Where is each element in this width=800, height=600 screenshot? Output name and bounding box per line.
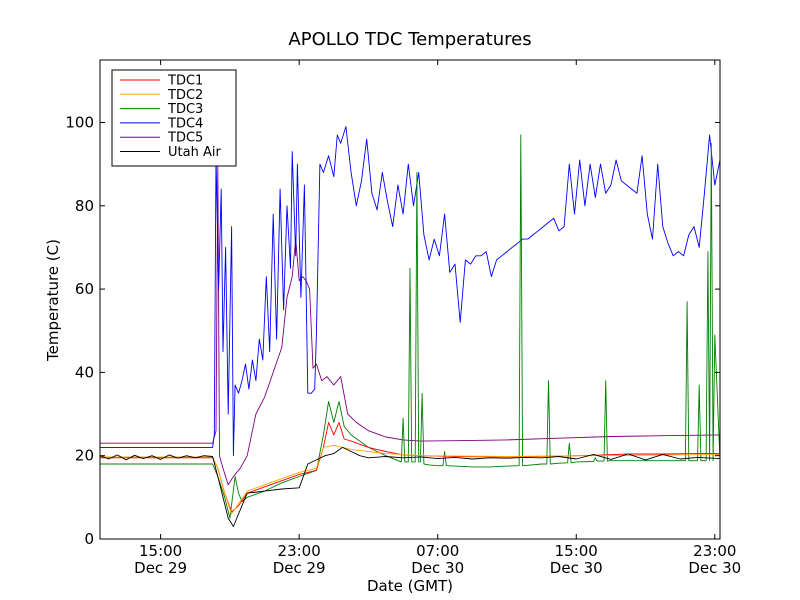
- x-tick-time-label: 15:00: [555, 542, 598, 560]
- series-line-tdc2: [100, 444, 720, 515]
- legend-label: TDC1: [167, 74, 203, 89]
- x-tick-date-label: Dec 30: [411, 559, 464, 577]
- y-axis-title: Temperature (C): [44, 239, 62, 362]
- x-tick-time-label: 23:00: [693, 542, 736, 560]
- x-axis-title: Date (GMT): [367, 577, 453, 595]
- legend-box: [111, 69, 237, 167]
- y-tick-label: 0: [84, 530, 94, 548]
- legend-label: TDC2: [167, 88, 203, 103]
- x-tick-date-label: Dec 30: [550, 559, 603, 577]
- chart-title: APOLLO TDC Temperatures: [288, 29, 531, 50]
- y-tick-label: 40: [75, 363, 94, 381]
- x-tick-date-label: Dec 29: [273, 559, 326, 577]
- legend-label: TDC4: [167, 116, 203, 131]
- series-layer: [100, 126, 720, 527]
- x-tick-time-label: 07:00: [416, 542, 459, 560]
- series-line-tdc4: [100, 126, 720, 457]
- y-axis: 0 20 40 60 80 100: [65, 113, 720, 548]
- y-tick-label: 100: [65, 113, 94, 131]
- y-tick-label: 20: [75, 447, 94, 465]
- x-tick-date-label: Dec 29: [134, 559, 187, 577]
- x-tick-time-label: 15:00: [139, 542, 182, 560]
- x-tick-date-label: Dec 30: [688, 559, 741, 577]
- legend-label: TDC3: [167, 102, 203, 117]
- series-line-utah-air: [100, 446, 720, 527]
- y-tick-label: 80: [75, 197, 94, 215]
- legend-label: TDC5: [167, 131, 203, 146]
- legend-label: Utah Air: [168, 145, 221, 160]
- x-tick-time-label: 23:00: [278, 542, 321, 560]
- series-line-tdc3: [100, 134, 720, 519]
- y-tick-label: 60: [75, 280, 94, 298]
- plot-frame: [99, 59, 721, 540]
